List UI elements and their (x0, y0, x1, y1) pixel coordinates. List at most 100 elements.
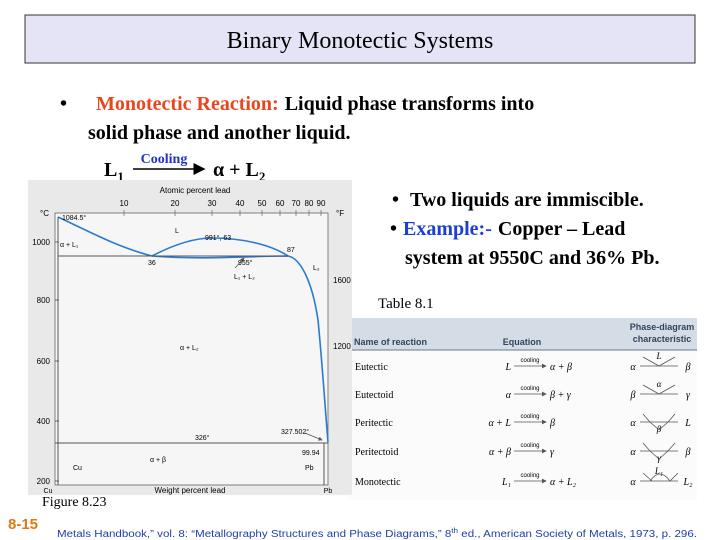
axis-unit: °F (336, 209, 344, 218)
diagram-annotation: 87 (287, 247, 295, 254)
top-tick-label: 30 (208, 199, 217, 208)
diagram-label: β (656, 424, 662, 434)
diagram-label: β (685, 447, 691, 458)
bullet-line: Monotectic Reaction: Liquid phase transfo… (96, 93, 534, 115)
diagram-annotation: L₁ + L₂ (234, 274, 255, 281)
diagram-label: β (685, 362, 691, 373)
left-tick-label: 1000 (32, 238, 50, 247)
diagram-label: α (630, 447, 636, 458)
reaction-table: Name of reaction Equation Phase-diagram … (348, 318, 697, 500)
reaction-left-sub: 1 (117, 169, 124, 184)
equation-right: β + γ (549, 390, 572, 401)
equation-condition: cooling (520, 414, 539, 420)
reaction-name: Monotectic (355, 477, 401, 488)
point-line: Example:- Copper – Lead (403, 218, 625, 240)
miscibility-dome (151, 237, 289, 257)
equation-right: α + L₂ (550, 477, 577, 488)
phase-diagram: °C °F Atomic percent lead Cu Weight perc… (28, 180, 352, 495)
diagram-annotation: 1084.5° (62, 214, 86, 222)
reaction-name: Eutectoid (355, 390, 393, 401)
diagram-annotation: α + L₁ (60, 242, 79, 249)
reference-sup: th (451, 528, 458, 535)
reference-text: Metals Handbook,” vol. 8: “Metallography… (57, 529, 452, 540)
reaction-name: Peritectic (355, 418, 393, 429)
right-tick-label: 1600 (333, 276, 351, 285)
point-text: Two liquids are immiscible. (410, 189, 644, 211)
top-tick-label: 90 (317, 199, 326, 208)
leader (304, 432, 323, 441)
diagram-annotation: L₂ (313, 265, 320, 272)
table-header: Phase-diagram (630, 322, 695, 332)
liquidus-l2 (151, 255, 329, 443)
table-header: Name of reaction (354, 337, 427, 347)
table-caption: Table 8.1 (378, 296, 434, 312)
top-tick-label: 70 (292, 199, 301, 208)
top-tick-label: 40 (236, 199, 245, 208)
bullet-text: solid phase and another liquid. (88, 122, 351, 144)
left-tick-label: 800 (37, 296, 51, 305)
reaction-right-main: α + L (213, 159, 259, 181)
diagram-shape (642, 384, 676, 395)
equation-condition: cooling (520, 443, 539, 449)
left-tick-label: 600 (37, 357, 51, 366)
diagram-annotation: 99.94 (302, 450, 320, 457)
table-header: characteristic (633, 334, 692, 344)
equation-left: α + β (489, 447, 511, 458)
bullet-mark: • (392, 189, 399, 211)
diagram-shape (642, 356, 676, 367)
equation-condition: cooling (520, 386, 539, 392)
reaction-right-sub: 2 (259, 169, 266, 184)
title-box (24, 14, 696, 64)
reaction-right: α + L2 (213, 159, 265, 184)
liquidus (57, 216, 153, 257)
equation-left: L₁ (501, 477, 511, 488)
left-tick-label: 200 (37, 477, 51, 486)
table-header: Equation (503, 337, 542, 347)
diagram-shape (642, 413, 676, 431)
equation-condition: cooling (520, 358, 539, 364)
diagram-label: γ (657, 453, 661, 463)
diagram-annotation: 326° (195, 434, 210, 442)
axis-end: Pb (324, 488, 333, 495)
diagram-label: α (630, 362, 636, 373)
diagram-label: α (657, 379, 662, 389)
diagram-label: α (630, 418, 636, 429)
reaction-name: Peritectoid (355, 447, 398, 458)
reaction-left-main: L (104, 159, 117, 181)
equation-right: β (549, 418, 555, 429)
diagram-annotation: Cu (73, 465, 82, 472)
diagram-label: β (630, 390, 636, 401)
bullet-mark: • (60, 93, 67, 115)
reaction-condition: Cooling (141, 152, 188, 167)
diagram-label: L₁ (654, 466, 663, 476)
top-tick-label: 60 (276, 199, 285, 208)
point-lead: Example:- (403, 218, 492, 240)
diagram-shape (642, 442, 676, 460)
axis-title: Weight percent lead (154, 486, 225, 495)
equation-left: α + L (488, 418, 511, 429)
top-tick-label: 20 (171, 199, 180, 208)
diagram-label: L₂ (682, 477, 693, 488)
diagram-annotation: 955° (238, 259, 253, 267)
point-text: system at 9550C and 36% Pb. (405, 247, 659, 269)
equation-left: L (504, 362, 511, 373)
title: Binary Monotectic Systems (227, 28, 494, 54)
diagram-annotation: α + β (150, 457, 166, 464)
diagram-label: γ (686, 390, 691, 401)
diagram-label: L (655, 351, 661, 361)
bullet-text: Liquid phase transforms into (285, 93, 535, 115)
reference: Metals Handbook,” vol. 8: “Metallography… (57, 528, 697, 540)
page-number: 8-15 (8, 516, 38, 533)
axis-unit: °C (40, 209, 49, 218)
axis-end: Cu (44, 488, 53, 495)
top-tick-label: 80 (305, 199, 314, 208)
left-tick-label: 400 (37, 417, 51, 426)
diagram-annotation: Pb (305, 465, 314, 472)
diagram-label: α (630, 477, 636, 488)
equation-condition: cooling (520, 473, 539, 479)
table-header-bg (348, 318, 697, 350)
right-tick-label: 1200 (333, 342, 351, 351)
top-tick-label: 50 (258, 199, 267, 208)
